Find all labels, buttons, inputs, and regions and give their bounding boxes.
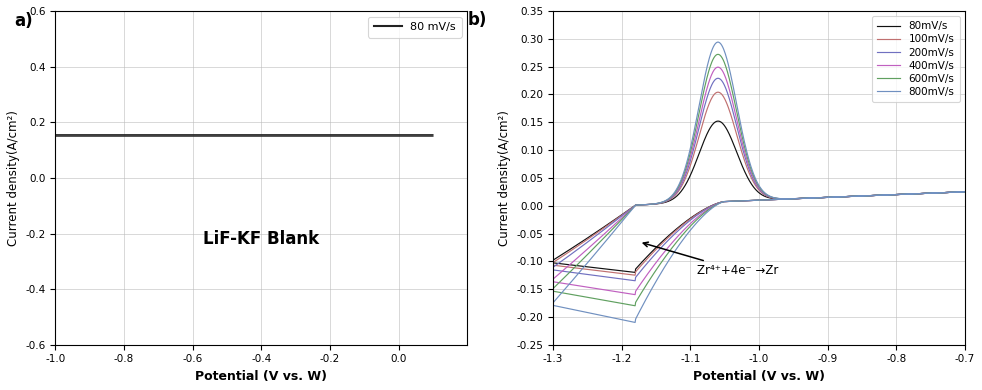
- 200mV/s: [959, 190, 971, 194]
- 80mV/s: [629, 270, 641, 275]
- 400mV/s: [959, 190, 971, 194]
- 600mV/s: [586, 296, 598, 300]
- 80mV/s: [712, 119, 724, 124]
- 80mV/s: [907, 191, 919, 196]
- 200mV/s: [907, 191, 919, 196]
- Text: a): a): [15, 12, 33, 30]
- 80mV/s: [557, 252, 569, 256]
- 400mV/s: [907, 191, 919, 196]
- 80mV/s: [959, 190, 971, 194]
- Line: 600mV/s: 600mV/s: [553, 54, 965, 306]
- Line: 200mV/s: 200mV/s: [553, 78, 965, 281]
- 600mV/s: [557, 277, 569, 281]
- 600mV/s: [703, 67, 715, 71]
- 100mV/s: [907, 191, 919, 196]
- 800mV/s: [944, 190, 955, 195]
- Line: 100mV/s: 100mV/s: [553, 92, 965, 275]
- Line: 400mV/s: 400mV/s: [553, 67, 965, 294]
- 800mV/s: [703, 56, 715, 60]
- 600mV/s: [629, 303, 641, 308]
- 800mV/s: [557, 289, 569, 294]
- 80mV/s: [703, 127, 715, 132]
- 100mV/s: [944, 190, 955, 195]
- 400mV/s: [944, 190, 955, 195]
- 400mV/s: [586, 285, 598, 290]
- Y-axis label: Current density(A/cm²): Current density(A/cm²): [498, 110, 511, 246]
- Legend: 80mV/s, 100mV/s, 200mV/s, 400mV/s, 600mV/s, 800mV/s: 80mV/s, 100mV/s, 200mV/s, 400mV/s, 600mV…: [872, 16, 959, 102]
- Y-axis label: Current density(A/cm²): Current density(A/cm²): [7, 110, 20, 246]
- 80mV/s: [812, 195, 824, 200]
- 800mV/s: [629, 320, 641, 325]
- 200mV/s: [629, 278, 641, 283]
- 400mV/s: [557, 268, 569, 273]
- Text: b): b): [467, 11, 487, 29]
- 400mV/s: [812, 195, 824, 200]
- 80mV/s: [959, 190, 971, 194]
- 800mV/s: [812, 195, 824, 200]
- Line: 80mV/s: 80mV/s: [553, 121, 965, 272]
- 100mV/s: [959, 190, 971, 194]
- 100mV/s: [629, 273, 641, 278]
- 600mV/s: [712, 52, 724, 57]
- X-axis label: Potential (V vs. W): Potential (V vs. W): [195, 370, 327, 383]
- 600mV/s: [812, 195, 824, 200]
- Line: 800mV/s: 800mV/s: [553, 42, 965, 323]
- 200mV/s: [812, 195, 824, 200]
- 80mV/s: [944, 190, 955, 195]
- 800mV/s: [712, 40, 724, 44]
- 400mV/s: [629, 292, 641, 297]
- 200mV/s: [557, 258, 569, 262]
- 100mV/s: [959, 190, 971, 194]
- 600mV/s: [959, 190, 971, 194]
- 200mV/s: [944, 190, 955, 195]
- 100mV/s: [712, 90, 724, 94]
- 400mV/s: [712, 65, 724, 69]
- 600mV/s: [944, 190, 955, 195]
- 200mV/s: [703, 89, 715, 93]
- Text: LiF-KF Blank: LiF-KF Blank: [203, 230, 319, 248]
- 100mV/s: [557, 254, 569, 258]
- 800mV/s: [586, 311, 598, 316]
- 400mV/s: [959, 190, 971, 194]
- 200mV/s: [959, 190, 971, 194]
- 800mV/s: [959, 190, 971, 194]
- 200mV/s: [586, 273, 598, 277]
- 80mV/s: [586, 265, 598, 270]
- Text: Zr⁴⁺+4e⁻ →Zr: Zr⁴⁺+4e⁻ →Zr: [643, 242, 779, 277]
- 100mV/s: [703, 101, 715, 106]
- X-axis label: Potential (V vs. W): Potential (V vs. W): [693, 370, 825, 383]
- 800mV/s: [959, 190, 971, 194]
- 100mV/s: [812, 195, 824, 200]
- Legend: 80 mV/s: 80 mV/s: [368, 16, 462, 37]
- 600mV/s: [907, 191, 919, 196]
- 200mV/s: [712, 76, 724, 81]
- 100mV/s: [586, 268, 598, 272]
- 800mV/s: [907, 191, 919, 196]
- 600mV/s: [959, 190, 971, 194]
- 400mV/s: [703, 78, 715, 83]
